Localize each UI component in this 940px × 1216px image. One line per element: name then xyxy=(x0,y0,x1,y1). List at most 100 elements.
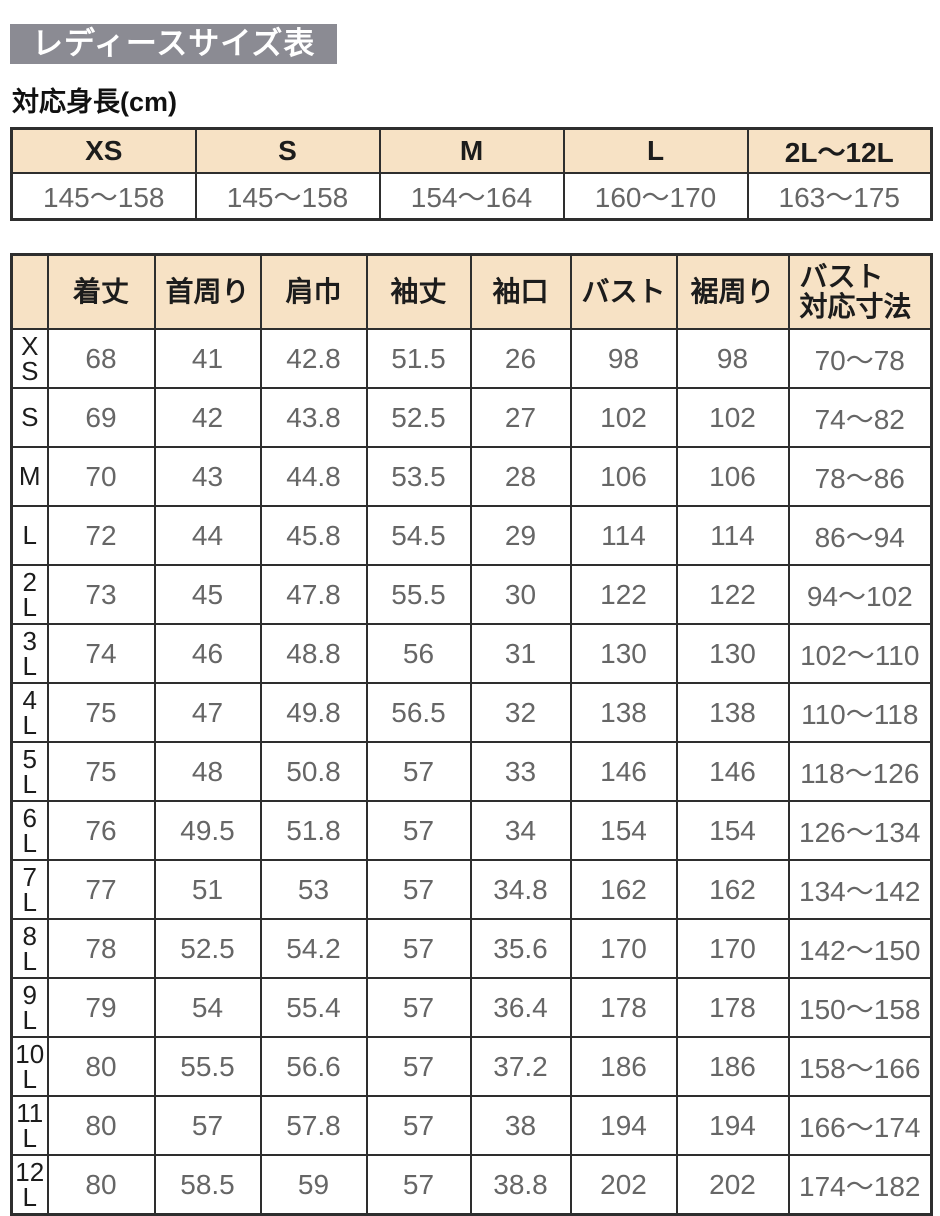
size-value-cell: 118〜126 xyxy=(787,741,933,802)
size-value-cell: 53.5 xyxy=(365,446,472,507)
size-value-cell: 46 xyxy=(153,623,262,684)
size-value-cell: 98 xyxy=(569,328,678,389)
size-row-label: 4 L xyxy=(10,682,49,743)
height-range-cell: 154〜164 xyxy=(378,172,565,221)
size-value-cell: 30 xyxy=(469,564,572,625)
height-size-header: XS xyxy=(10,127,197,174)
size-value-cell: 34.8 xyxy=(469,859,572,920)
corner-cell xyxy=(10,253,49,330)
height-range-cell: 145〜158 xyxy=(10,172,197,221)
size-value-cell: 57 xyxy=(365,741,472,802)
size-value-cell: 166〜174 xyxy=(787,1095,933,1156)
size-value-cell: 48.8 xyxy=(259,623,368,684)
size-value-cell: 68 xyxy=(46,328,156,389)
size-value-cell: 78〜86 xyxy=(787,446,933,507)
size-value-cell: 38.8 xyxy=(469,1154,572,1216)
size-row-label: 7 L xyxy=(10,859,49,920)
size-value-cell: 48 xyxy=(153,741,262,802)
size-value-cell: 54.2 xyxy=(259,918,368,979)
size-value-cell: 47 xyxy=(153,682,262,743)
size-value-cell: 45.8 xyxy=(259,505,368,566)
size-value-cell: 114 xyxy=(675,505,790,566)
size-value-cell: 29 xyxy=(469,505,572,566)
table-row: L 72 44 45.8 54.5 29 114 114 86〜94 xyxy=(10,505,933,566)
table-row: 11 L 80 57 57.8 57 38 194 194 166〜174 xyxy=(10,1095,933,1156)
size-row-label: 5 L xyxy=(10,741,49,802)
height-size-header: 2L〜12L xyxy=(746,127,933,174)
size-value-cell: 130 xyxy=(569,623,678,684)
size-value-cell: 114 xyxy=(569,505,678,566)
size-value-cell: 106 xyxy=(675,446,790,507)
size-value-cell: 57 xyxy=(365,1154,472,1216)
size-value-cell: 36.4 xyxy=(469,977,572,1038)
size-value-cell: 33 xyxy=(469,741,572,802)
size-value-cell: 86〜94 xyxy=(787,505,933,566)
size-value-cell: 134〜142 xyxy=(787,859,933,920)
size-value-cell: 110〜118 xyxy=(787,682,933,743)
height-size-header: S xyxy=(194,127,381,174)
size-value-cell: 102〜110 xyxy=(787,623,933,684)
size-value-cell: 178 xyxy=(675,977,790,1038)
size-value-cell: 178 xyxy=(569,977,678,1038)
table-row: X S 68 41 42.8 51.5 26 98 98 70〜78 xyxy=(10,328,933,389)
size-value-cell: 142〜150 xyxy=(787,918,933,979)
size-value-cell: 52.5 xyxy=(365,387,472,448)
size-value-cell: 57 xyxy=(365,800,472,861)
size-value-cell: 77 xyxy=(46,859,156,920)
size-value-cell: 58.5 xyxy=(153,1154,262,1216)
size-value-cell: 75 xyxy=(46,682,156,743)
size-row-label: 8 L xyxy=(10,918,49,979)
table-row: 8 L 78 52.5 54.2 57 35.6 170 170 142〜150 xyxy=(10,918,933,979)
height-table-caption: 対応身長(cm) xyxy=(12,87,178,117)
size-value-cell: 170 xyxy=(569,918,678,979)
size-value-cell: 73 xyxy=(46,564,156,625)
size-value-cell: 162 xyxy=(569,859,678,920)
size-value-cell: 74 xyxy=(46,623,156,684)
size-value-cell: 32 xyxy=(469,682,572,743)
size-row-label: M xyxy=(10,446,49,507)
height-size-header: L xyxy=(562,127,749,174)
size-value-cell: 122 xyxy=(569,564,678,625)
size-row-label: S xyxy=(10,387,49,448)
size-value-cell: 27 xyxy=(469,387,572,448)
size-value-cell: 72 xyxy=(46,505,156,566)
size-value-cell: 47.8 xyxy=(259,564,368,625)
size-value-cell: 80 xyxy=(46,1154,156,1216)
size-value-cell: 78 xyxy=(46,918,156,979)
size-value-cell: 170 xyxy=(675,918,790,979)
size-row-label: 11 L xyxy=(10,1095,49,1156)
size-row-label: 3 L xyxy=(10,623,49,684)
size-row-label: 6 L xyxy=(10,800,49,861)
size-value-cell: 138 xyxy=(675,682,790,743)
size-row-label: X S xyxy=(10,328,49,389)
table-row: 3 L 74 46 48.8 56 31 130 130 102〜110 xyxy=(10,623,933,684)
column-header: 首周り xyxy=(153,253,262,330)
height-range-cell: 163〜175 xyxy=(746,172,933,221)
size-value-cell: 79 xyxy=(46,977,156,1038)
size-value-cell: 56.5 xyxy=(365,682,472,743)
size-value-cell: 54.5 xyxy=(365,505,472,566)
size-value-cell: 98 xyxy=(675,328,790,389)
table-row: 9 L 79 54 55.4 57 36.4 178 178 150〜158 xyxy=(10,977,933,1038)
size-value-cell: 43.8 xyxy=(259,387,368,448)
table-row: 6 L 76 49.5 51.8 57 34 154 154 126〜134 xyxy=(10,800,933,861)
size-value-cell: 56.6 xyxy=(259,1036,368,1097)
size-value-cell: 57 xyxy=(365,918,472,979)
height-range-cell: 160〜170 xyxy=(562,172,749,221)
size-value-cell: 44.8 xyxy=(259,446,368,507)
size-row-label: 12 L xyxy=(10,1154,49,1216)
size-value-cell: 75 xyxy=(46,741,156,802)
size-value-cell: 57 xyxy=(365,1036,472,1097)
height-table-header-row: XS S M L 2L〜12L xyxy=(10,127,933,174)
size-value-cell: 49.5 xyxy=(153,800,262,861)
size-value-cell: 74〜82 xyxy=(787,387,933,448)
table-row: 12 L 80 58.5 59 57 38.8 202 202 174〜182 xyxy=(10,1154,933,1216)
size-value-cell: 194 xyxy=(675,1095,790,1156)
column-header: バスト 対応寸法 xyxy=(787,253,933,330)
size-value-cell: 57 xyxy=(153,1095,262,1156)
table-row: 5 L 75 48 50.8 57 33 146 146 118〜126 xyxy=(10,741,933,802)
size-value-cell: 130 xyxy=(675,623,790,684)
size-value-cell: 34 xyxy=(469,800,572,861)
size-value-cell: 202 xyxy=(675,1154,790,1216)
